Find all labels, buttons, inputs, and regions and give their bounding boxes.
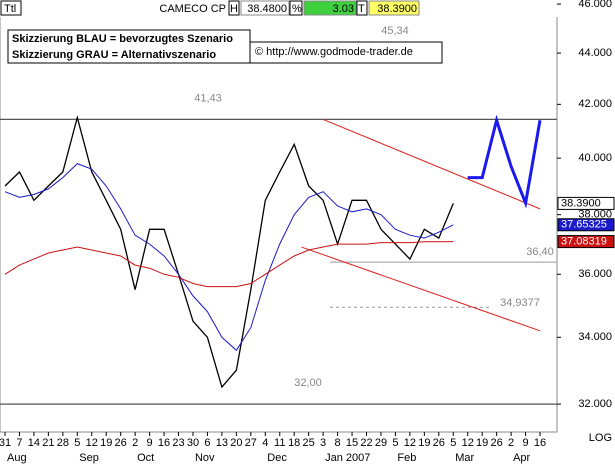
x-tick-label: 2 xyxy=(132,437,138,449)
x-tick-label: 22 xyxy=(360,437,372,449)
y-tick-label: 42.000 xyxy=(578,98,612,110)
y-tick-label: 46.000 xyxy=(578,0,612,10)
axis-note: LOG xyxy=(589,432,612,444)
x-tick-label: 16 xyxy=(534,437,546,449)
tag-box xyxy=(228,0,240,16)
x-tick-label: 26 xyxy=(433,437,445,449)
source-box xyxy=(249,41,443,64)
level-label: 36,40 xyxy=(526,246,554,258)
instrument-name: CAMECO CP xyxy=(159,3,226,15)
trendline xyxy=(322,118,541,210)
level-label: 45,34 xyxy=(381,25,409,37)
level-label: 32,00 xyxy=(294,377,322,389)
tag: % xyxy=(292,3,302,15)
price-label: 37.65325 xyxy=(561,219,607,231)
series-line xyxy=(467,114,542,209)
x-tick-label: 16 xyxy=(158,437,170,449)
x-tick-label: 9 xyxy=(147,437,153,449)
x-tick-label: 5 xyxy=(74,437,80,449)
x-tick-label: 13 xyxy=(216,437,228,449)
x-tick-label: 5 xyxy=(450,437,456,449)
x-tick-label: 19 xyxy=(418,437,430,449)
price-box xyxy=(557,235,615,249)
value-box xyxy=(303,0,357,16)
x-tick-label: 12 xyxy=(404,437,416,449)
x-tick-label: 5 xyxy=(392,437,398,449)
level-label: 34,9377 xyxy=(500,297,540,309)
high-value: 38.4800 xyxy=(247,3,287,15)
x-tick-label: 31 xyxy=(0,437,11,449)
symbol-box xyxy=(0,0,22,16)
x-tick-label: 4 xyxy=(262,437,268,449)
x-tick-label: 29 xyxy=(375,437,387,449)
x-tick-label: 11 xyxy=(274,437,285,449)
y-tick-label: 36.000 xyxy=(578,268,612,280)
x-tick-label: 12 xyxy=(86,437,98,449)
legend-line: Skizzierung GRAU = Alternativszenario xyxy=(12,49,216,61)
month-label: Mar xyxy=(455,452,474,464)
x-tick-label: 8 xyxy=(335,437,341,449)
x-tick-label: 15 xyxy=(346,437,358,449)
tag-box xyxy=(289,0,303,16)
level-label: 41,43 xyxy=(194,92,222,104)
y-tick-label: 44.000 xyxy=(578,47,612,59)
x-tick-label: 30 xyxy=(187,437,199,449)
x-tick-label: 21 xyxy=(42,437,54,449)
x-tick-label: 20 xyxy=(230,437,242,449)
x-tick-label: 7 xyxy=(16,437,22,449)
month-label: Dec xyxy=(267,452,287,464)
tag: T xyxy=(358,3,365,15)
tag: H xyxy=(230,3,238,15)
x-tick-label: 27 xyxy=(245,437,257,449)
month-label: Jan 2007 xyxy=(325,452,370,464)
x-tick-label: 9 xyxy=(522,437,528,449)
source: © http://www.godmode-trader.de xyxy=(255,46,413,58)
series-line xyxy=(4,241,454,288)
x-tick-label: 19 xyxy=(476,437,488,449)
series-line xyxy=(4,114,454,389)
trendline xyxy=(301,246,541,332)
x-tick-label: 6 xyxy=(204,437,210,449)
price-box xyxy=(557,196,615,210)
x-tick-label: 26 xyxy=(115,437,127,449)
x-tick-label: 18 xyxy=(288,437,300,449)
series-line xyxy=(4,163,454,352)
x-tick-label: 2 xyxy=(508,437,514,449)
x-tick-label: 19 xyxy=(100,437,112,449)
month-label: Nov xyxy=(195,452,215,464)
legend-line: Skizzierung BLAU = bevorzugtes Szenario xyxy=(12,33,233,45)
price-label: 38.3900 xyxy=(561,197,601,209)
month-label: Apr xyxy=(513,452,530,464)
x-tick-label: 25 xyxy=(303,437,315,449)
price-label: 37.08319 xyxy=(561,235,607,247)
y-tick-label: 38.000 xyxy=(578,209,612,221)
last-value: 38.3900 xyxy=(377,3,417,15)
symbol: Ttl xyxy=(4,3,16,15)
x-tick-label: 26 xyxy=(491,437,503,449)
price-box xyxy=(557,218,615,232)
x-tick-label: 14 xyxy=(28,437,40,449)
plot-frame xyxy=(0,0,558,433)
month-label: Sep xyxy=(79,452,99,464)
month-label: Aug xyxy=(7,452,27,464)
tag-box xyxy=(356,0,368,16)
pct-value: 3.03 xyxy=(333,3,354,15)
y-tick-label: 34.000 xyxy=(578,331,612,343)
y-tick-label: 32.000 xyxy=(578,398,612,410)
value-box xyxy=(368,0,420,16)
month-label: Oct xyxy=(137,452,154,464)
x-tick-label: 28 xyxy=(57,437,69,449)
value-box xyxy=(240,0,290,16)
month-label: Feb xyxy=(397,452,416,464)
y-tick-label: 40.000 xyxy=(578,152,612,164)
x-tick-label: 23 xyxy=(172,437,184,449)
x-tick-label: 12 xyxy=(462,437,474,449)
x-tick-label: 3 xyxy=(320,437,326,449)
